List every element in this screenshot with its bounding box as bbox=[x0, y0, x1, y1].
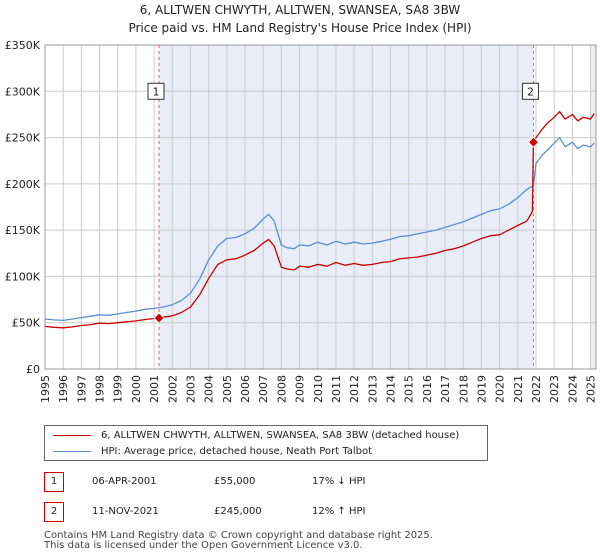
footer: Contains HM Land Registry data © Crown c… bbox=[44, 531, 433, 551]
legend-swatch-hpi bbox=[53, 450, 91, 452]
legend-label-property: 6, ALLTWEN CHWYTH, ALLTWEN, SWANSEA, SA8… bbox=[101, 430, 460, 441]
transaction-price: £55,000 bbox=[214, 476, 256, 487]
x-tick-label: 2007 bbox=[257, 375, 270, 403]
legend: 6, ALLTWEN CHWYTH, ALLTWEN, SWANSEA, SA8… bbox=[44, 425, 488, 461]
transaction-row-2: 2 11-NOV-2021 £245,000 12% ↑ HPI bbox=[44, 502, 464, 522]
x-tick-label: 2020 bbox=[494, 375, 507, 403]
shaded-ownership-span bbox=[159, 45, 534, 369]
x-tick-label: 2018 bbox=[457, 375, 470, 403]
x-tick-label: 2002 bbox=[166, 375, 179, 403]
sale-point bbox=[527, 136, 540, 148]
property-price-line bbox=[44, 111, 595, 329]
y-tick-label: £350K bbox=[5, 39, 41, 52]
x-tick-label: 1999 bbox=[112, 375, 125, 403]
price-chart: 6, ALLTWEN CHWYTH, ALLTWEN, SWANSEA, SA8… bbox=[5, 3, 598, 403]
x-tick-label: 2023 bbox=[548, 375, 561, 403]
transaction-badge: 2 bbox=[44, 502, 64, 522]
sale-number-box bbox=[521, 82, 539, 100]
x-tick-label: 1995 bbox=[39, 375, 52, 403]
chart-title: 6, ALLTWEN CHWYTH, ALLTWEN, SWANSEA, SA8… bbox=[140, 3, 461, 17]
legend-entry-hpi: HPI: Average price, detached house, Neat… bbox=[53, 444, 372, 460]
x-tick-label: 2008 bbox=[275, 375, 288, 403]
y-tick-label: £100K bbox=[5, 270, 41, 283]
transaction-badge: 1 bbox=[44, 472, 64, 492]
x-tick-label: 2010 bbox=[312, 375, 325, 403]
x-tick-label: 2013 bbox=[366, 375, 379, 403]
x-tick-label: 2000 bbox=[130, 375, 143, 403]
sale-point bbox=[153, 312, 165, 324]
x-tick-label: 2011 bbox=[330, 375, 343, 403]
y-tick-label: £0 bbox=[26, 363, 40, 376]
chart-subtitle: Price paid vs. HM Land Registry's House … bbox=[128, 21, 471, 35]
legend-label-hpi: HPI: Average price, detached house, Neat… bbox=[101, 446, 373, 457]
transaction-row-1: 1 06-APR-2001 £55,000 17% ↓ HPI bbox=[44, 472, 464, 492]
x-tick-label: 2019 bbox=[475, 375, 488, 403]
x-tick-label: 2009 bbox=[294, 375, 307, 403]
y-tick-label: £200K bbox=[5, 178, 41, 191]
x-tick-label: 2005 bbox=[221, 375, 234, 403]
legend-swatch-property bbox=[53, 434, 91, 436]
y-tick-label: £300K bbox=[5, 85, 41, 98]
x-tick-label: 2025 bbox=[585, 375, 598, 403]
transaction-hpi-change: 12% ↑ HPI bbox=[312, 506, 366, 517]
sale-number-box bbox=[147, 82, 165, 100]
x-tick-label: 2014 bbox=[385, 375, 398, 403]
x-tick-label: 1997 bbox=[75, 375, 88, 403]
y-tick-label: £250K bbox=[5, 132, 41, 145]
x-tick-label: 2012 bbox=[348, 375, 361, 403]
x-tick-label: 2001 bbox=[148, 375, 161, 403]
future-area bbox=[590, 45, 596, 369]
x-tick-label: 2024 bbox=[566, 375, 579, 403]
sale-number-label: 2 bbox=[527, 85, 534, 98]
x-tick-label: 2015 bbox=[403, 375, 416, 403]
x-tick-label: 2006 bbox=[239, 375, 252, 403]
x-tick-label: 2021 bbox=[512, 375, 525, 403]
y-tick-label: £50K bbox=[12, 317, 41, 330]
legend-entry-property: 6, ALLTWEN CHWYTH, ALLTWEN, SWANSEA, SA8… bbox=[53, 428, 459, 444]
transaction-date: 11-NOV-2021 bbox=[92, 506, 159, 517]
x-tick-label: 2017 bbox=[439, 375, 452, 403]
transaction-price: £245,000 bbox=[214, 506, 262, 517]
x-tick-label: 1996 bbox=[57, 375, 70, 403]
x-tick-label: 2004 bbox=[203, 375, 216, 403]
transaction-date: 06-APR-2001 bbox=[92, 476, 157, 487]
x-tick-label: 2022 bbox=[530, 375, 543, 403]
transaction-hpi-change: 17% ↓ HPI bbox=[312, 476, 366, 487]
x-tick-label: 1998 bbox=[94, 375, 107, 403]
footer-copyright: Contains HM Land Registry data © Crown c… bbox=[44, 530, 433, 541]
plot-frame bbox=[44, 44, 597, 370]
sale-number-label: 1 bbox=[153, 85, 160, 98]
y-tick-label: £150K bbox=[5, 224, 41, 237]
footer-licence: This data is licensed under the Open Gov… bbox=[44, 540, 363, 551]
x-tick-label: 2016 bbox=[421, 375, 434, 403]
x-tick-label: 2003 bbox=[184, 375, 197, 403]
